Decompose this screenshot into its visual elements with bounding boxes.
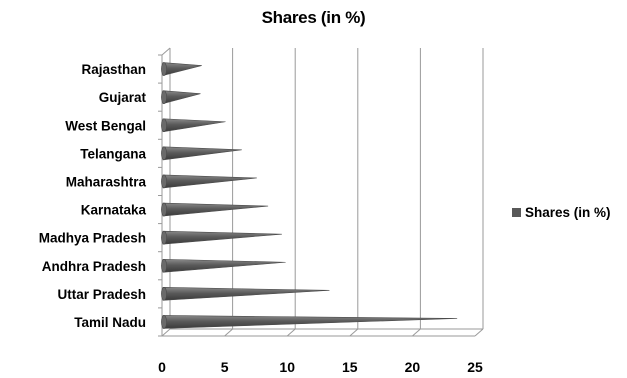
bar-cone-base [161, 230, 167, 245]
bar-cone-body [162, 287, 330, 301]
bar-cone-body [162, 174, 257, 189]
bar-cone-base [161, 62, 167, 76]
bar-maharashtra [161, 174, 257, 189]
x-tick-label-1: 5 [221, 359, 229, 375]
bar-west-bengal [161, 118, 226, 133]
category-label-5: Karnataka [81, 203, 147, 218]
x-tick-label-0: 0 [158, 359, 166, 375]
floor-tick-2 [286, 328, 296, 337]
bar-cone-base [161, 174, 167, 189]
bar-cone-base [161, 202, 167, 217]
bar-cone-body [162, 62, 202, 76]
x-tick-label-4: 20 [405, 359, 421, 375]
chart-title: Shares (in %) [261, 8, 366, 27]
category-label-4: Maharashtra [66, 174, 147, 189]
bar-cone-base [161, 287, 167, 301]
floor-tick-5 [474, 328, 484, 337]
bars [161, 62, 458, 329]
bar-cone-base [161, 258, 167, 273]
bar-cone-body [162, 146, 242, 161]
floor-tick-0 [161, 328, 171, 337]
legend-swatch [512, 208, 521, 217]
x-tick-label-3: 15 [342, 359, 358, 375]
category-label-2: West Bengal [65, 118, 146, 133]
left-wall-top [161, 47, 171, 56]
bar-madhya-pradesh [161, 230, 282, 245]
category-labels: Rajasthan Gujarat West Bengal Telangana Maha… [39, 62, 147, 330]
category-label-8: Uttar Pradesh [57, 287, 146, 302]
bar-cone-base [161, 146, 167, 161]
bar-cone-base [161, 90, 167, 104]
bar-cone-body [162, 315, 458, 329]
category-label-3: Telangana [80, 146, 146, 161]
bar-cone-body [162, 90, 201, 105]
x-tick-labels: 0 5 10 15 20 25 [158, 359, 483, 375]
bar-uttar-pradesh [161, 287, 330, 301]
bar-cone-body [162, 230, 282, 245]
bar-cone-body [162, 258, 286, 273]
bar-cone-base [161, 315, 167, 329]
legend: Shares (in %) [512, 205, 611, 220]
bar-rajasthan [161, 62, 202, 76]
bar-cone-base [161, 118, 167, 133]
category-label-1: Gujarat [99, 90, 147, 105]
category-label-7: Andhra Pradesh [42, 259, 146, 274]
bar-cone-body [162, 118, 226, 133]
x-tick-label-2: 10 [279, 359, 295, 375]
bar-cone-body [162, 202, 269, 217]
floor-tick-4 [412, 328, 421, 337]
category-label-0: Rajasthan [81, 62, 146, 77]
bar-andhra-pradesh [161, 258, 286, 273]
bar-gujarat [161, 90, 201, 105]
category-label-9: Tamil Nadu [74, 315, 146, 330]
floor-tick-1 [224, 328, 233, 337]
legend-label: Shares (in %) [525, 205, 611, 220]
bar-telangana [161, 146, 242, 161]
bar-karnataka [161, 202, 269, 217]
floor-tick-3 [349, 328, 359, 337]
bar-tamil-nadu [161, 315, 458, 329]
x-tick-label-5: 25 [467, 359, 483, 375]
category-label-6: Madhya Pradesh [39, 231, 146, 246]
